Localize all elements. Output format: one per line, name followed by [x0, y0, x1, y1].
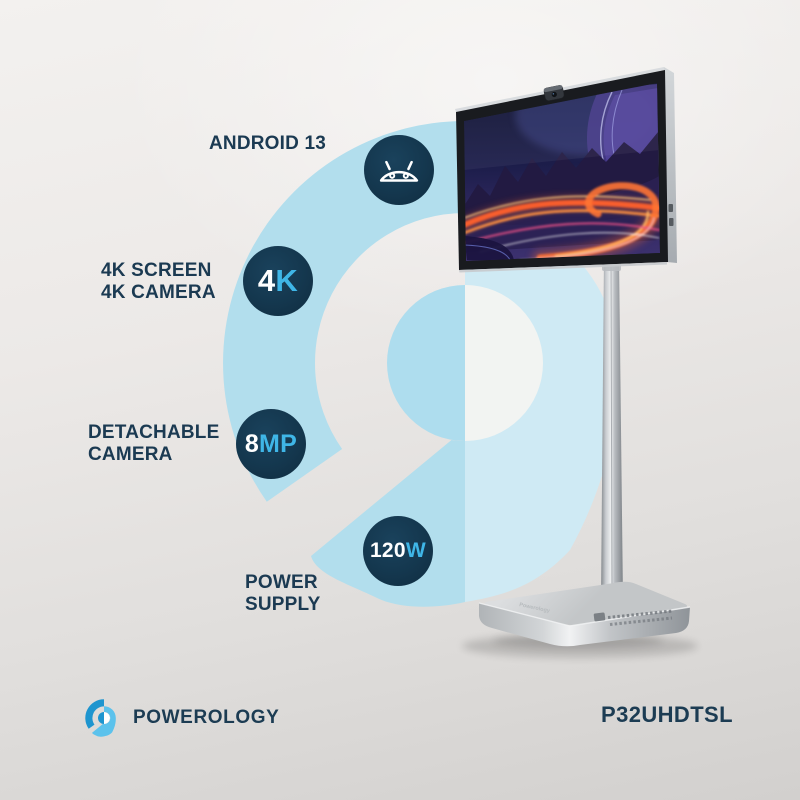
feature-label-detachable-camera: DETACHABLE CAMERA	[88, 422, 219, 466]
feature-label-android: ANDROID 13	[209, 133, 326, 155]
badge-text-white: 120	[369, 539, 406, 562]
light-trails	[464, 182, 660, 261]
android-badge	[364, 135, 434, 205]
model-number: P32UHDTSL	[601, 702, 733, 727]
monitor-bottom-edge	[459, 262, 667, 273]
base-speaker-grille	[607, 609, 673, 626]
android-robot-icon	[379, 160, 419, 182]
watermark-disc-left	[387, 285, 465, 441]
stand-base: Powerology	[478, 581, 691, 647]
side-port	[669, 218, 674, 226]
screen-wallpaper	[464, 83, 660, 261]
badge-text-cyan: W	[405, 539, 427, 562]
watermark-outer-arc	[223, 121, 465, 502]
badge-text-white: 4	[257, 263, 276, 298]
base-port	[593, 612, 606, 622]
monitor	[455, 67, 677, 273]
brand-wordmark: POWEROLOGY	[133, 707, 280, 728]
badge-text-cyan: K	[275, 263, 299, 298]
feature-label-4k: 4K SCREEN 4K CAMERA	[101, 260, 216, 304]
feature-label-line: CAMERA	[88, 444, 173, 465]
8mp-badge: 8 MP	[236, 409, 306, 479]
120w-badge: 120 W	[363, 516, 433, 586]
badge-text-white: 8	[244, 429, 260, 458]
badge-text-cyan: MP	[259, 429, 298, 458]
watermark-inner-arc	[311, 210, 619, 607]
webcam	[543, 85, 565, 101]
powerology-spiral-icon	[85, 699, 116, 737]
watermark-disc-right	[465, 285, 543, 441]
feature-label-line: ANDROID 13	[209, 133, 327, 154]
feature-label-line: 4K SCREEN	[101, 260, 212, 281]
stand-pole	[601, 255, 623, 602]
feature-label-line: DETACHABLE	[88, 422, 220, 443]
feature-label-line: 4K CAMERA	[101, 282, 216, 303]
side-port	[668, 204, 673, 212]
feature-label-line: POWER	[245, 572, 318, 593]
feature-label-line: SUPPLY	[245, 594, 321, 615]
feature-label-power-supply: POWER SUPPLY	[245, 572, 320, 616]
